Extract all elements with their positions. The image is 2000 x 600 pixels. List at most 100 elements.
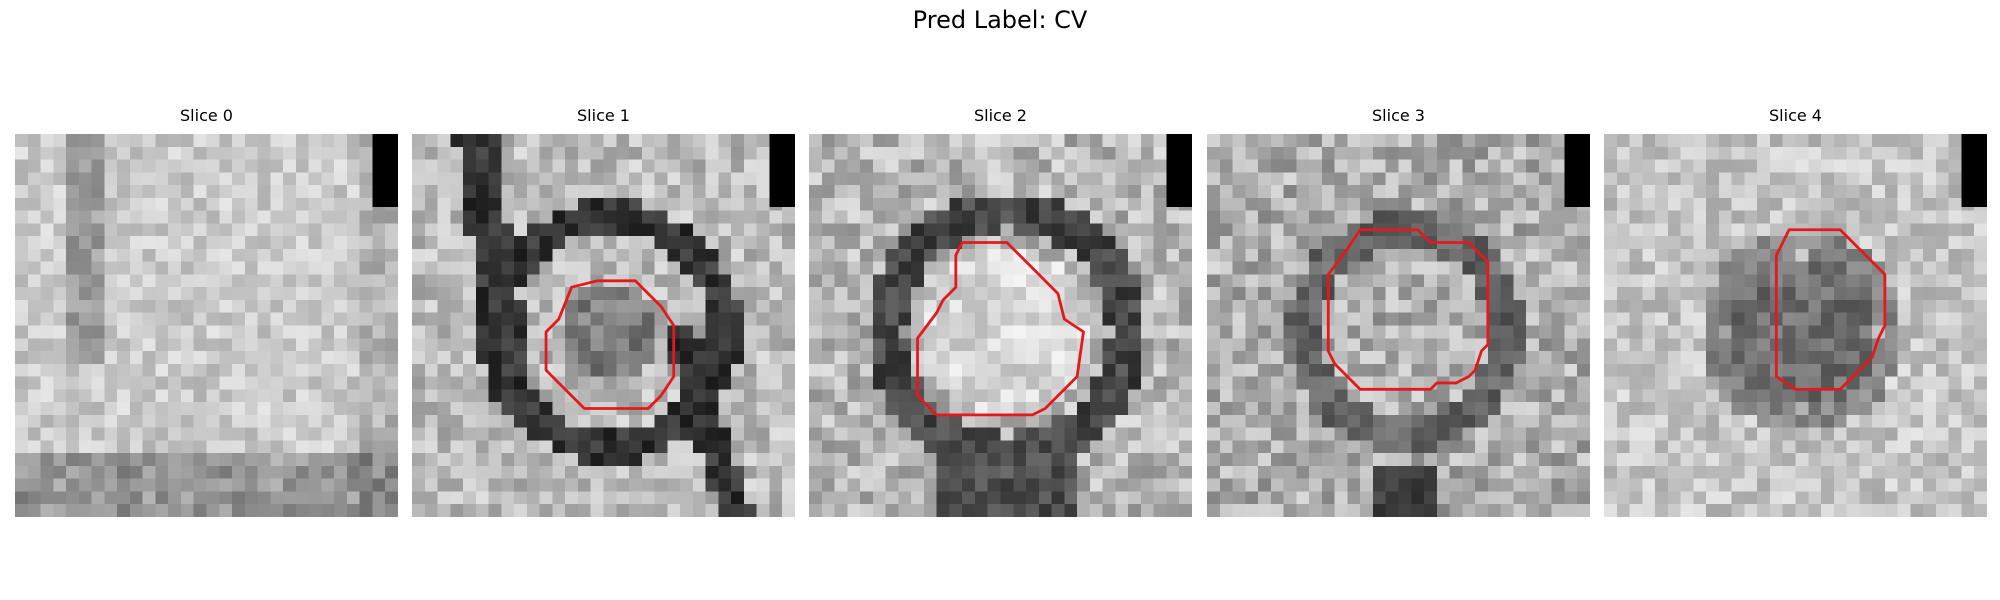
- pixel: [1526, 198, 1539, 211]
- pixel: [1898, 236, 1911, 249]
- pixel: [1539, 147, 1552, 160]
- pixel: [809, 160, 822, 173]
- pixel: [1655, 338, 1668, 351]
- pixel: [1411, 160, 1424, 173]
- pixel: [693, 134, 706, 147]
- pixel: [1245, 274, 1258, 287]
- pixel: [1052, 415, 1065, 428]
- pixel: [1655, 287, 1668, 300]
- pixel: [1681, 453, 1694, 466]
- pixel: [1501, 185, 1514, 198]
- pixel: [744, 313, 757, 326]
- pixel: [731, 249, 744, 262]
- pixel: [1399, 402, 1412, 415]
- pixel: [309, 377, 322, 390]
- pixel: [1052, 504, 1065, 517]
- pixel: [975, 491, 988, 504]
- pixel: [1373, 198, 1386, 211]
- pixel: [245, 466, 258, 479]
- pixel: [283, 262, 296, 275]
- pixel: [117, 147, 130, 160]
- pixel: [1233, 389, 1246, 402]
- pixel: [1115, 198, 1128, 211]
- pixel: [835, 338, 848, 351]
- pixel: [873, 134, 886, 147]
- pixel: [1898, 351, 1911, 364]
- pixel: [975, 147, 988, 160]
- pixel: [1770, 479, 1783, 492]
- pixel: [117, 313, 130, 326]
- pixel: [1026, 351, 1039, 364]
- pixel: [744, 134, 757, 147]
- pixel: [1284, 172, 1297, 185]
- pixel: [1885, 453, 1898, 466]
- pixel: [1961, 402, 1974, 415]
- pixel: [591, 172, 604, 185]
- pixel: [258, 211, 271, 224]
- pixel: [680, 377, 693, 390]
- pixel: [1552, 160, 1565, 173]
- pixel: [1681, 147, 1694, 160]
- pixel: [527, 402, 540, 415]
- pixel: [1103, 185, 1116, 198]
- pixel: [718, 440, 731, 453]
- pixel: [1166, 262, 1179, 275]
- pixel: [309, 504, 322, 517]
- pixel: [1604, 402, 1617, 415]
- pixel: [1974, 287, 1987, 300]
- pixel: [565, 491, 578, 504]
- pixel: [1424, 351, 1437, 364]
- pixel: [1949, 389, 1962, 402]
- pixel: [130, 287, 143, 300]
- pixel: [873, 172, 886, 185]
- pixel: [1821, 415, 1834, 428]
- pixel: [1103, 479, 1116, 492]
- pixel: [527, 389, 540, 402]
- pixel: [860, 479, 873, 492]
- pixel: [207, 198, 220, 211]
- pixel: [886, 147, 899, 160]
- pixel: [412, 504, 425, 517]
- pixel: [15, 198, 28, 211]
- pixel: [616, 134, 629, 147]
- pixel: [578, 249, 591, 262]
- pixel: [1154, 172, 1167, 185]
- pixel: [1386, 147, 1399, 160]
- pixel: [219, 364, 232, 377]
- pixel: [782, 491, 795, 504]
- pixel: [476, 415, 489, 428]
- pixel: [1513, 223, 1526, 236]
- pixel: [1026, 440, 1039, 453]
- pixel: [667, 466, 680, 479]
- pixel: [1796, 211, 1809, 224]
- pixel: [1488, 160, 1501, 173]
- pixel: [1834, 428, 1847, 441]
- pixel: [1604, 287, 1617, 300]
- pixel: [1617, 172, 1630, 185]
- pixel: [962, 402, 975, 415]
- pixel: [1770, 415, 1783, 428]
- pixel: [1039, 479, 1052, 492]
- pixel: [347, 338, 360, 351]
- pixel: [604, 211, 617, 224]
- pixel: [1642, 453, 1655, 466]
- pixel: [886, 377, 899, 390]
- pixel: [1655, 300, 1668, 313]
- pixel: [15, 479, 28, 492]
- pixel: [1961, 466, 1974, 479]
- pixel: [1655, 491, 1668, 504]
- pixel: [309, 236, 322, 249]
- pixel: [565, 415, 578, 428]
- pixel: [1577, 351, 1590, 364]
- pixel: [104, 313, 117, 326]
- pixel: [1360, 326, 1373, 339]
- pixel: [911, 160, 924, 173]
- pixel: [782, 389, 795, 402]
- pixel: [1526, 377, 1539, 390]
- pixel: [1271, 287, 1284, 300]
- pixel: [809, 211, 822, 224]
- pixel: [1360, 389, 1373, 402]
- pixel: [744, 377, 757, 390]
- pixel: [591, 287, 604, 300]
- pixel: [1577, 262, 1590, 275]
